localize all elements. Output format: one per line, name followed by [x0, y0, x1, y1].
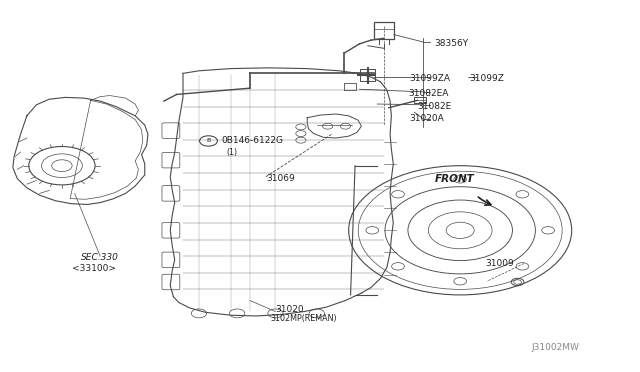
Bar — [360, 69, 376, 81]
Text: 0B146-6122G: 0B146-6122G — [221, 137, 284, 145]
Bar — [344, 83, 356, 90]
Text: 31099ZA: 31099ZA — [409, 74, 450, 83]
Text: (1): (1) — [227, 148, 237, 157]
Text: 31009: 31009 — [486, 259, 515, 268]
Text: 31082E: 31082E — [417, 102, 451, 111]
Bar — [414, 97, 426, 103]
Text: FRONT: FRONT — [435, 174, 474, 184]
Text: 31020: 31020 — [275, 305, 304, 314]
Text: 31020A: 31020A — [409, 114, 444, 123]
Text: 3102MP(REMAN): 3102MP(REMAN) — [270, 314, 337, 323]
Text: 31069: 31069 — [266, 174, 294, 183]
Bar — [374, 22, 394, 39]
Text: <33100>: <33100> — [72, 264, 116, 273]
Text: B: B — [206, 138, 211, 144]
Text: J31002MW: J31002MW — [532, 343, 580, 352]
Text: 31099Z: 31099Z — [470, 74, 504, 83]
Text: SEC.330: SEC.330 — [81, 253, 119, 262]
Text: 38356Y: 38356Y — [435, 39, 469, 48]
Text: 31082EA: 31082EA — [408, 89, 448, 98]
